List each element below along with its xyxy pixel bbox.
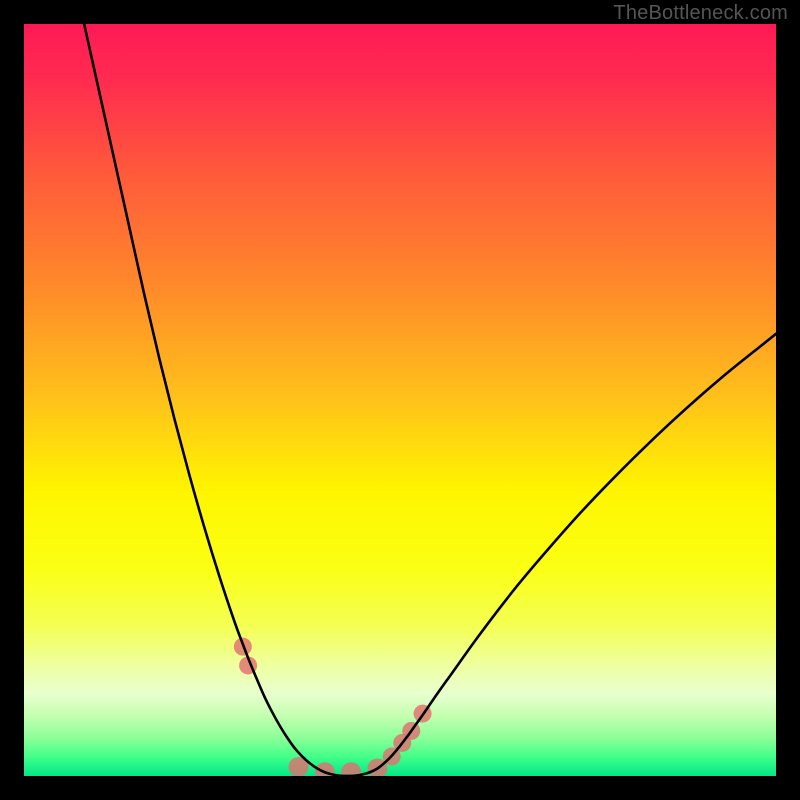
watermark-label: TheBottleneck.com xyxy=(613,2,788,25)
left-curve xyxy=(84,24,347,776)
right-curve xyxy=(347,334,776,776)
chart-container: TheBottleneck.com xyxy=(0,0,800,800)
data-dots xyxy=(234,638,432,776)
curves-layer xyxy=(24,24,776,776)
plot-area xyxy=(24,24,776,776)
